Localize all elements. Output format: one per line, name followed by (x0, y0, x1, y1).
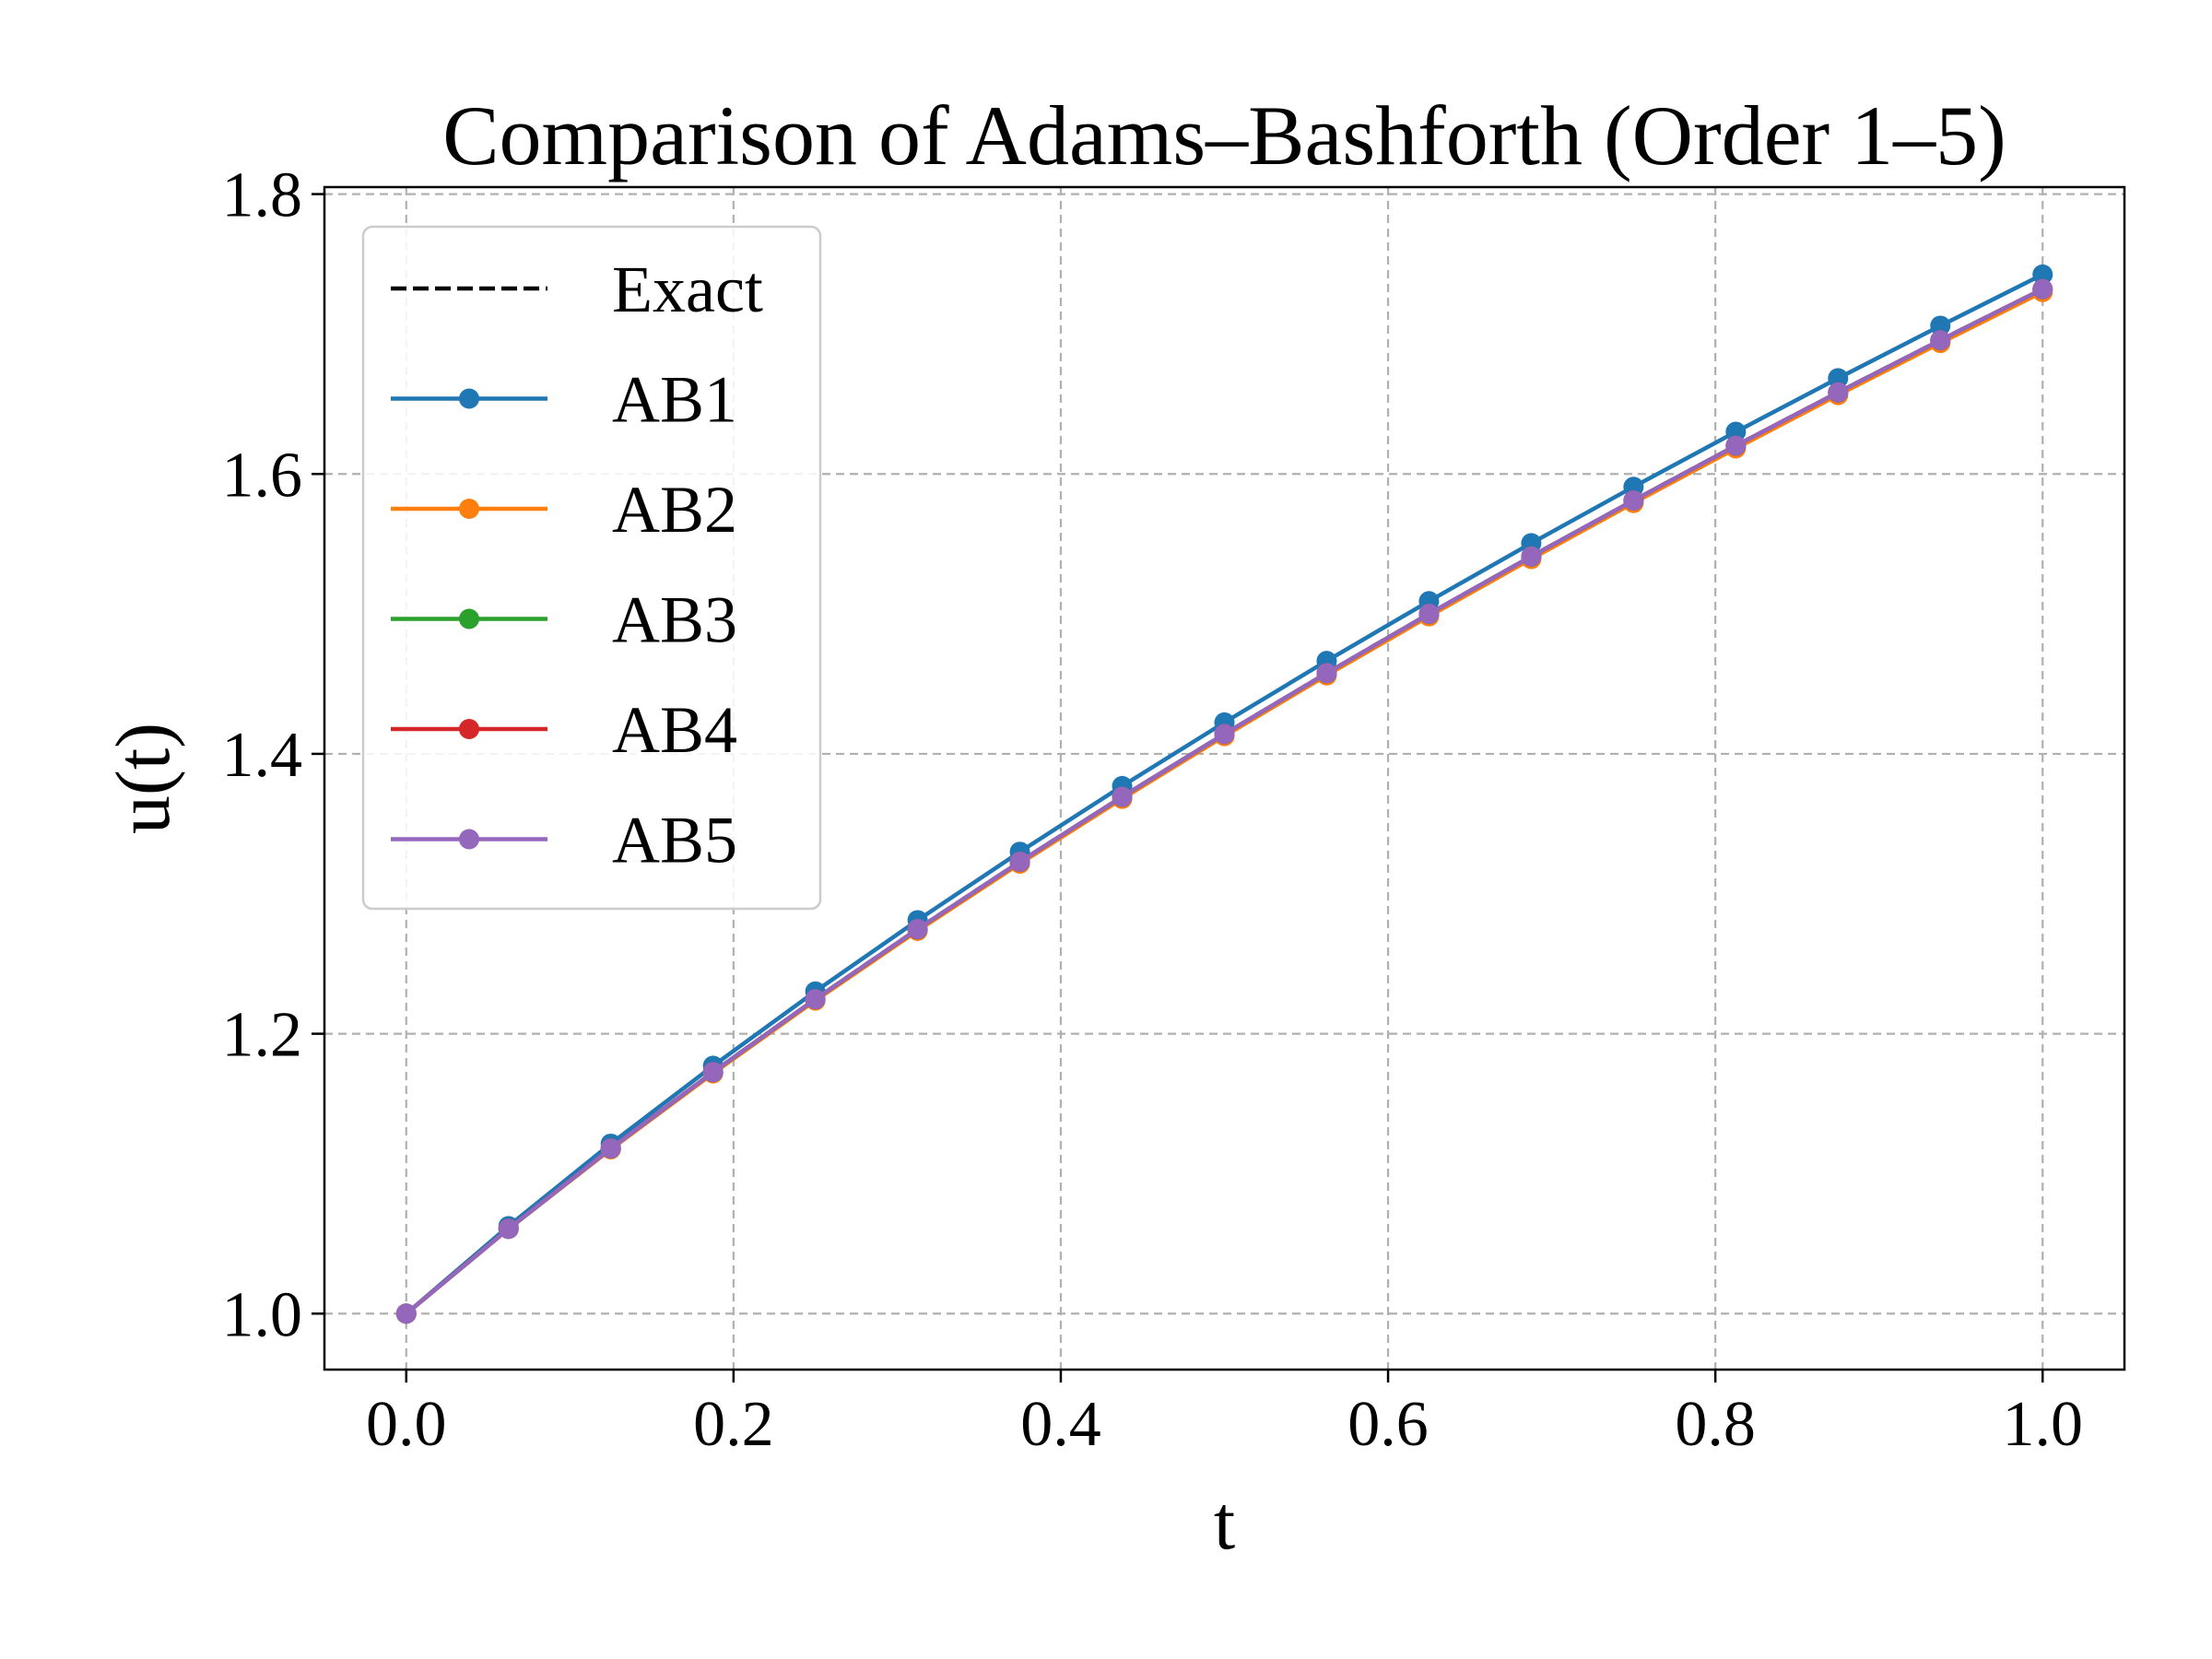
axis-ticks: 0.0 0.2 0.4 0.6 0.8 1.0 1.0 1.2 1.4 1.6 1.8 (222, 160, 2083, 1460)
data-point (1214, 724, 1235, 745)
data-point (1623, 489, 1644, 511)
legend-label: AB3 (612, 583, 737, 657)
y-tick-label: 1.0 (222, 1279, 303, 1350)
y-tick-label: 1.6 (222, 440, 303, 511)
x-tick-label: 1.0 (2002, 1389, 2083, 1460)
data-point (600, 1138, 621, 1159)
data-point (2032, 278, 2053, 300)
y-tick-label: 1.4 (222, 720, 303, 791)
legend-marker (459, 499, 479, 519)
chart-title: Comparison of Adams–Bashforth (Order 1–5… (442, 88, 2006, 182)
legend-label: Exact (612, 253, 763, 326)
x-axis-label: t (1214, 1480, 1235, 1566)
data-point (395, 1303, 417, 1324)
data-point (907, 919, 928, 940)
data-point (805, 989, 826, 1010)
legend-item: AB2 (391, 473, 737, 547)
y-tick-label: 1.2 (222, 1000, 303, 1071)
legend-marker (459, 608, 479, 629)
data-point (1009, 851, 1030, 872)
legend-marker (459, 388, 479, 409)
legend-item: AB3 (391, 583, 737, 657)
x-tick-label: 0.6 (1347, 1389, 1429, 1460)
legend-item: AB4 (391, 693, 737, 767)
legend-label: AB2 (612, 473, 737, 547)
legend-box (361, 225, 822, 911)
data-point (1521, 546, 1542, 567)
legend-item: AB1 (391, 363, 737, 437)
data-point (498, 1218, 519, 1240)
data-point (1418, 604, 1440, 625)
legend-label: AB4 (612, 693, 737, 767)
data-point (1930, 330, 1951, 351)
data-point (1112, 786, 1133, 807)
data-point (702, 1062, 724, 1083)
data-point (1725, 435, 1747, 456)
legend-marker (459, 829, 479, 850)
data-point (1316, 663, 1337, 684)
data-point (2032, 264, 2053, 285)
legend: Exact AB1 AB2 AB3 AB4 AB5 (361, 225, 822, 911)
legend-item: AB5 (391, 804, 737, 877)
data-point (1930, 315, 1951, 336)
y-axis-label: u(t) (100, 723, 186, 834)
series-layer (395, 264, 2053, 1324)
x-tick-label: 0.2 (693, 1389, 774, 1460)
data-point (1725, 421, 1747, 442)
legend-label: AB1 (612, 363, 737, 437)
x-tick-label: 0.4 (1020, 1389, 1101, 1460)
y-tick-label: 1.8 (222, 160, 303, 231)
grid (324, 187, 2124, 1370)
series-ab5 (395, 278, 2053, 1324)
x-tick-label: 0.0 (366, 1389, 447, 1460)
legend-item: Exact (391, 253, 763, 326)
data-point (1828, 382, 1849, 403)
plot-frame (323, 185, 2126, 1371)
legend-label: AB5 (612, 804, 737, 877)
data-point (1828, 368, 1849, 389)
legend-marker (459, 719, 479, 739)
x-tick-label: 0.8 (1675, 1389, 1756, 1460)
